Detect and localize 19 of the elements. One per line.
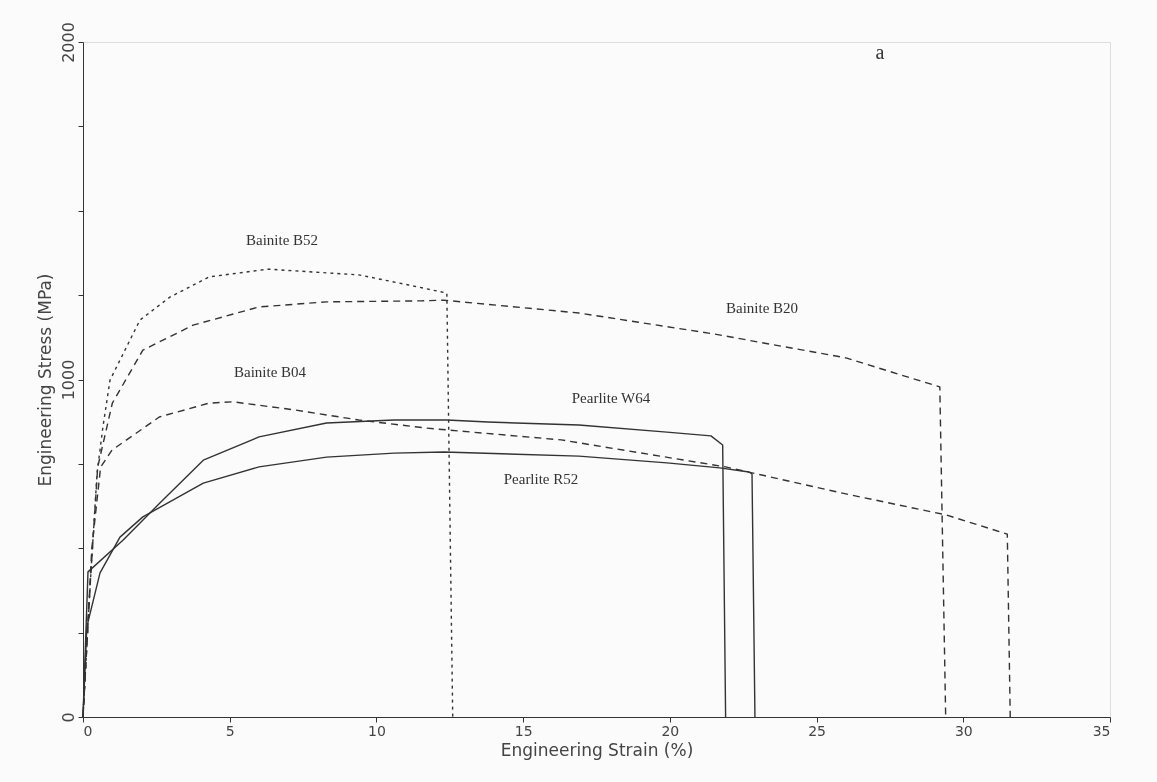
series-label: Bainite B20	[725, 300, 799, 316]
y-tick-label: 1000	[58, 359, 78, 401]
x-tick-label: 10	[368, 722, 386, 739]
series-label: Pearlite W64	[571, 390, 651, 406]
y-tick-label: 0	[58, 712, 78, 723]
x-tick-label: 20	[661, 722, 680, 739]
series-label: Bainite B52	[245, 232, 319, 248]
x-tick-label: 5	[225, 722, 235, 739]
y-axis-title: Engineering Stress (MPa)	[34, 273, 55, 487]
x-tick-label: 25	[808, 722, 826, 739]
x-tick-label: 30	[954, 722, 973, 739]
y-tick-label: 2000	[58, 22, 78, 63]
x-tick-label: 35	[1092, 722, 1111, 739]
series-label: Bainite B04	[233, 364, 307, 380]
x-tick-label: 15	[514, 722, 533, 739]
series-label: Pearlite R52	[503, 471, 579, 487]
x-axis-title: Engineering Strain (%)	[500, 739, 694, 760]
annotation: a	[875, 41, 885, 63]
x-tick-label: 0	[83, 722, 93, 739]
